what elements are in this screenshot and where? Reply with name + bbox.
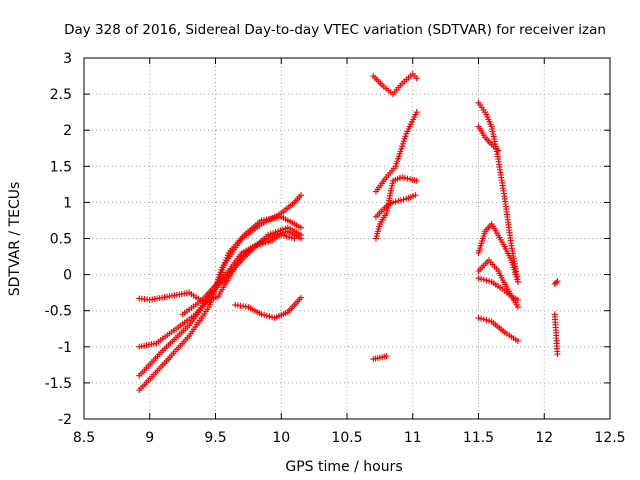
data-point xyxy=(276,230,283,237)
data-point xyxy=(413,109,420,116)
data-point xyxy=(486,278,493,285)
series-arc-8 xyxy=(372,109,420,195)
data-point xyxy=(286,234,293,241)
data-point xyxy=(478,275,485,282)
data-point xyxy=(263,312,270,319)
data-point xyxy=(483,277,490,284)
axis-ticks: 8.5 9 9.5 10 10.5 11 11.5 12 12.5-2-1.5-1-0.500.… xyxy=(45,51,626,446)
x-tick-label: 10.5 xyxy=(331,430,362,446)
chart-title: Day 328 of 2016, Sidereal Day-to-day VTE… xyxy=(64,22,606,38)
data-point xyxy=(261,312,268,319)
data-point xyxy=(412,192,419,199)
x-tick-label: 12.5 xyxy=(594,430,625,446)
data-point xyxy=(514,304,521,311)
series-arc-6 xyxy=(232,294,304,321)
data-point xyxy=(288,234,295,241)
data-point xyxy=(514,338,521,345)
series-arc-7 xyxy=(370,70,420,98)
data-point xyxy=(383,353,390,360)
data-point xyxy=(478,315,485,322)
data-point xyxy=(397,197,404,204)
data-point xyxy=(404,175,411,182)
series-arc-14 xyxy=(475,221,521,285)
series-arc-12 xyxy=(475,99,521,285)
data-point xyxy=(400,196,407,203)
data-point xyxy=(483,317,490,324)
data-point xyxy=(480,316,487,323)
data-point xyxy=(554,351,561,358)
x-tick-label: 11.5 xyxy=(463,430,494,446)
data-point xyxy=(480,276,487,283)
data-point xyxy=(390,199,397,206)
data-point xyxy=(486,317,493,324)
x-tick-label: 11 xyxy=(404,430,422,446)
y-tick-label: 0 xyxy=(63,268,72,284)
data-points xyxy=(136,70,561,394)
data-point xyxy=(413,177,420,184)
data-point xyxy=(259,240,266,247)
data-point xyxy=(392,198,399,205)
data-point xyxy=(280,232,287,239)
y-tick-label: 0.5 xyxy=(50,232,72,248)
y-tick-label: 1.5 xyxy=(50,159,72,175)
data-point xyxy=(254,241,261,248)
data-point xyxy=(514,278,521,285)
data-point xyxy=(551,280,558,287)
data-point xyxy=(554,278,561,285)
data-point xyxy=(297,294,304,301)
data-point xyxy=(395,197,402,204)
y-tick-label: 3 xyxy=(63,51,72,67)
data-point xyxy=(399,174,406,181)
data-point xyxy=(297,192,304,199)
series-arc-1 xyxy=(136,192,304,394)
data-point xyxy=(495,147,502,154)
series-arc-19 xyxy=(551,278,561,287)
plot-frame xyxy=(83,57,611,420)
data-point xyxy=(413,75,420,82)
y-tick-label: 1 xyxy=(63,195,72,211)
series-arc-3 xyxy=(136,224,304,350)
data-point xyxy=(257,241,264,248)
x-tick-label: 9 xyxy=(145,430,154,446)
data-point xyxy=(297,224,304,231)
data-point xyxy=(553,279,560,286)
y-tick-label: -1 xyxy=(58,340,72,356)
y-tick-label: -1.5 xyxy=(45,376,72,392)
x-tick-label: 12 xyxy=(535,430,553,446)
data-point xyxy=(251,242,258,249)
y-tick-label: 2 xyxy=(63,123,72,139)
series-arc-9 xyxy=(372,192,419,220)
data-point xyxy=(283,233,290,240)
data-point xyxy=(475,275,482,282)
data-point xyxy=(475,314,482,321)
series-arc-16 xyxy=(475,275,521,303)
series-arc-18 xyxy=(551,311,561,358)
series-arc-10 xyxy=(372,174,420,242)
data-point xyxy=(291,235,298,242)
x-axis-label: GPS time / hours xyxy=(285,459,402,475)
series-arc-13 xyxy=(475,123,502,154)
data-point xyxy=(266,313,273,320)
x-tick-label: 9.5 xyxy=(204,430,226,446)
data-point xyxy=(401,174,408,181)
series-arc-17 xyxy=(475,314,521,345)
data-point xyxy=(297,235,304,242)
y-tick-label: -2 xyxy=(58,412,72,428)
y-tick-label: 2.5 xyxy=(50,87,72,103)
series-arc-5 xyxy=(179,231,298,318)
data-point xyxy=(258,311,265,318)
data-point xyxy=(262,239,269,246)
series-arc-15 xyxy=(475,257,521,311)
y-tick-label: -0.5 xyxy=(45,304,72,320)
data-point xyxy=(514,296,521,303)
x-tick-label: 10 xyxy=(272,430,290,446)
data-point xyxy=(278,231,285,238)
series-arc-11 xyxy=(370,353,390,363)
x-tick-label: 8.5 xyxy=(73,430,95,446)
y-axis-label: SDTVAR / TECUs xyxy=(7,182,23,297)
